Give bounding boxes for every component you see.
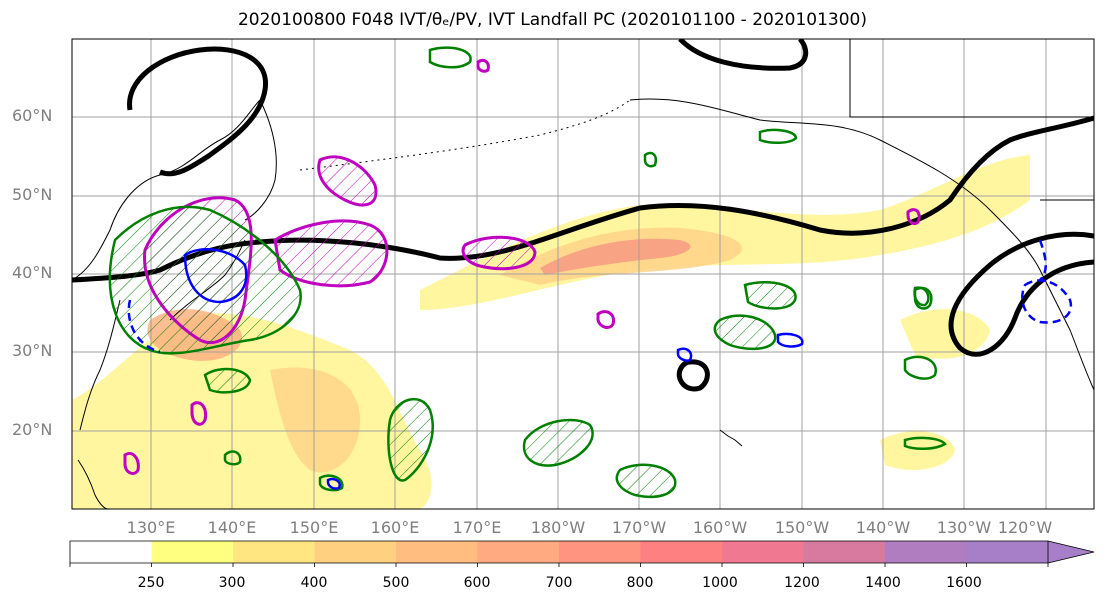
colorbar	[69, 540, 1095, 567]
ivt-area-west-pacific	[72, 313, 432, 509]
colorbar-label-1000: 1000	[702, 575, 738, 591]
pv-negative-contours	[127, 239, 1073, 490]
landfall-area-2	[317, 155, 378, 207]
colorbar-label-800: 800	[626, 575, 654, 591]
pv-positive-contours	[108, 46, 947, 499]
theta-e-top-contour	[678, 39, 809, 71]
landfall-area-6	[123, 452, 140, 475]
colorbar-segment	[722, 541, 804, 563]
ivt-area-south	[270, 367, 360, 473]
pv-neg-south	[326, 477, 341, 490]
pv-area-south-1	[387, 398, 434, 482]
colorbar-label-1400: 1400	[865, 575, 901, 591]
lon-label-170e: 170°E	[452, 518, 502, 537]
pv-area-south-2	[522, 418, 594, 467]
lat-label-40n: 40°N	[12, 263, 53, 282]
map-title: 2020100800 F048 IVT/θₑ/PV, IVT Landfall …	[237, 10, 868, 30]
lat-label-20n: 20°N	[12, 420, 53, 439]
landfall-area-1	[273, 219, 389, 288]
lon-label-140e: 140°E	[207, 518, 257, 537]
landfall-area-7	[190, 401, 208, 426]
lon-label-180w: 180°W	[530, 518, 586, 537]
coastline-philippines	[77, 459, 109, 509]
pv-area-north-2	[643, 151, 657, 168]
pv-area-small-2	[223, 450, 242, 466]
lat-label-60n: 60°N	[12, 106, 53, 125]
colorbar-extend-arrow	[1047, 540, 1095, 564]
coastline-korea-china	[79, 299, 121, 431]
lon-label-160e: 160°E	[370, 518, 420, 537]
lon-label-140w: 140°W	[855, 518, 911, 537]
landfall-area-3	[461, 235, 537, 271]
pv-area-north-1	[428, 46, 472, 69]
colorbar-segment	[396, 541, 478, 563]
colorbar-segment	[477, 541, 560, 563]
pv-neg-center	[676, 347, 693, 362]
landfall-area-8	[906, 208, 921, 226]
canada-border	[849, 39, 1094, 118]
colorbar-segment	[70, 541, 152, 563]
ivt-area-east	[900, 309, 990, 359]
colorbar-segment	[885, 541, 967, 563]
lon-label-150w: 150°W	[774, 518, 830, 537]
pv-area-small-1	[318, 474, 344, 492]
colorbar-label-250: 250	[137, 575, 165, 591]
colorbar-label-500: 500	[382, 575, 410, 591]
colorbar-segment	[640, 541, 723, 563]
coastline-na-west	[1039, 269, 1094, 391]
colorbar-label-400: 400	[300, 575, 328, 591]
pv-area-bering	[758, 128, 798, 144]
lon-label-130w: 130°W	[936, 518, 992, 537]
pv-area-small-3	[913, 286, 930, 307]
lon-label-120w: 120°W	[997, 518, 1053, 537]
colorbar-label-1600: 1600	[946, 575, 982, 591]
colorbar-label-1200: 1200	[784, 575, 820, 591]
theta-e-east-contour	[948, 231, 1094, 357]
colorbar-segment	[559, 541, 641, 563]
colorbar-segment	[233, 541, 315, 563]
ivt-area-hawaii	[880, 431, 955, 470]
pv-neg-east-2	[1038, 239, 1047, 281]
colorbar-label-600: 600	[463, 575, 491, 591]
lon-label-150e: 150°E	[289, 518, 339, 537]
colorbar-segment	[314, 541, 397, 563]
pv-neg-japan-dashed	[127, 299, 161, 354]
coastline-alaska	[629, 98, 1041, 271]
lon-label-130e: 130°E	[126, 518, 176, 537]
lat-label-30n: 30°N	[12, 341, 53, 360]
ivt-shading	[72, 155, 1030, 509]
pv-neg-japan	[183, 248, 248, 304]
pv-area-mid-2	[743, 281, 797, 310]
pv-area-east-1	[903, 355, 937, 380]
lon-label-160w: 160°W	[692, 518, 748, 537]
colorbar-label-300: 300	[218, 575, 246, 591]
pv-area-japan	[108, 205, 302, 355]
pv-area-south-3	[615, 463, 677, 499]
pv-neg-mid	[776, 332, 804, 348]
lon-label-170w: 170°W	[611, 518, 667, 537]
ivt-area-core	[540, 238, 691, 275]
map-frame	[71, 38, 1095, 510]
ivt-area-stream	[420, 155, 1030, 310]
colorbar-segment	[803, 541, 886, 563]
colorbar-segment	[966, 541, 1049, 563]
theta-e-cutoff-low	[676, 359, 710, 392]
pv-neg-east	[1021, 279, 1073, 324]
lat-label-50n: 50°N	[12, 185, 53, 204]
landfall-area-5	[596, 310, 616, 329]
pv-area-east-3	[903, 436, 947, 450]
theta-e-north-contour	[127, 46, 269, 177]
coastline-asia	[72, 99, 261, 281]
coastline-aleutians	[299, 99, 631, 171]
colorbar-segment	[151, 541, 234, 563]
landfall-area-9	[476, 58, 490, 73]
pv-area-mid-1	[713, 314, 777, 351]
hawaii-islands	[719, 429, 743, 447]
coastline-kamchatka	[244, 99, 277, 221]
colorbar-label-700: 700	[545, 575, 573, 591]
pv-area-southwest	[203, 367, 252, 394]
